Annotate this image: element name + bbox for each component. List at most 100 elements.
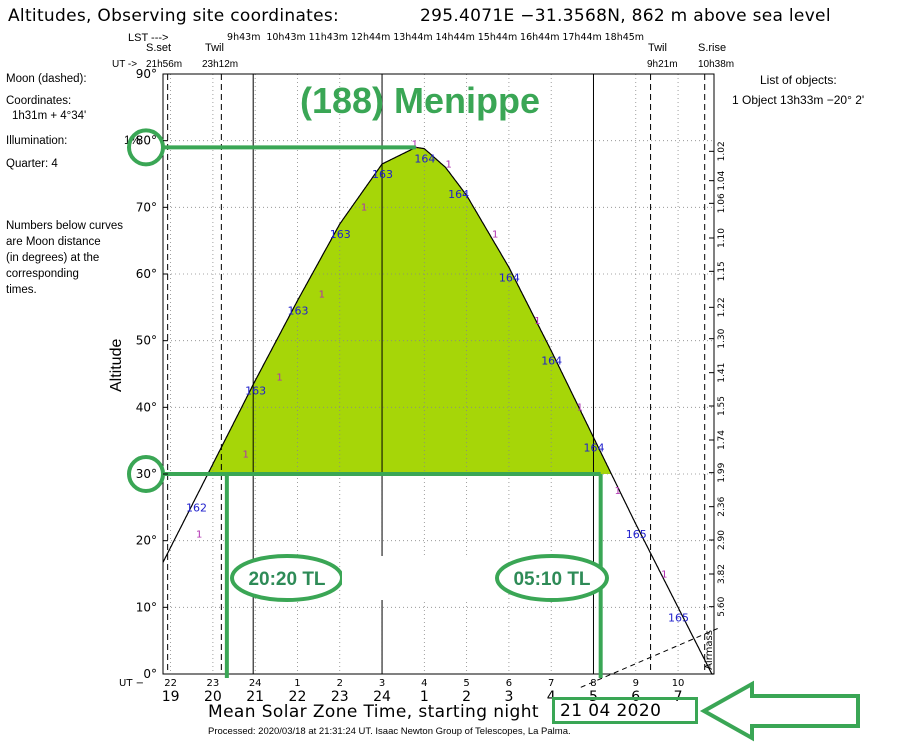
lst-tick-label: 10h43m: [266, 32, 305, 43]
airmass-tick-label: 1.06: [717, 193, 727, 213]
object-marker: 1: [319, 289, 325, 300]
airmass-tick-label: 1.22: [717, 297, 727, 317]
moon-heading: Moon (dashed):: [6, 73, 87, 85]
moon-distance-label: 163: [287, 305, 308, 318]
note-line: Numbers below curves: [6, 220, 123, 232]
plot-frame: [162, 73, 715, 675]
local-time-tick-label: 20: [204, 689, 222, 705]
airmass-tick-label: 2.90: [717, 530, 727, 550]
moon-distance-label: 164: [583, 441, 604, 454]
moon-coordinates-value: 1h31m + 4°34': [12, 110, 87, 122]
moon-distance-label: 164: [499, 271, 520, 284]
local-time-tick-label: 22: [289, 689, 307, 705]
sunrise-label: S.rise: [698, 42, 727, 54]
ut-tick-label: 23: [207, 678, 220, 689]
y-tick-label: 0°: [143, 667, 157, 681]
ut-tick-label: 1: [294, 678, 300, 689]
ut-tick-label: 8: [590, 678, 596, 689]
moon-distance-label: 164: [414, 153, 435, 166]
lst-tick-label: 15h44m: [478, 32, 517, 43]
note-line: (in degrees) at the: [6, 252, 100, 264]
airmass-tick-label: 1.10: [717, 228, 727, 248]
moon-distance-label: 163: [330, 228, 351, 241]
altitude-curve: [162, 146, 714, 675]
moon-info-panel: Moon (dashed): Coordinates: 1h31m + 4°34…: [6, 73, 156, 193]
airmass-tick-label: 2.36: [717, 496, 727, 516]
moon-distance-label: 165: [626, 528, 647, 541]
header-coordinates: 295.4071E −31.3568N, 862 m above sea lev…: [420, 6, 831, 26]
start-time-label: 20:20 TL: [248, 569, 325, 590]
y-tick-label: 10°: [136, 600, 157, 614]
note-line: are Moon distance: [6, 236, 101, 248]
object-marker: 1: [492, 229, 498, 240]
end-time-ellipse: [495, 554, 609, 602]
object-list-heading: List of objects:: [760, 73, 837, 87]
x-axis-label: Mean Solar Zone Time, starting night: [208, 702, 539, 722]
ut-tick-label: 6: [506, 678, 512, 689]
local-time-tick-label: 1: [420, 689, 429, 705]
ut-tick-label: 2: [337, 678, 343, 689]
moon-distance-label: 163: [245, 385, 266, 398]
moon-distance-label: 164: [541, 355, 562, 368]
airmass-tick-label: 5.60: [717, 596, 727, 616]
airmass-label: Airmass: [704, 630, 715, 670]
local-time-tick-label: 2: [462, 689, 471, 705]
ut-tick-label: 5: [463, 678, 469, 689]
lst-tick-label: 12h44m: [351, 32, 390, 43]
y-tick-label: 40°: [136, 400, 157, 414]
object-list-item: 1 Object 13h33m −20° 2': [732, 93, 865, 107]
airmass-tick-label: 1.99: [717, 462, 727, 482]
local-time-tick-label: 4: [547, 689, 556, 705]
ut-tick-label: 22: [164, 678, 177, 689]
object-marker: 1: [445, 159, 451, 170]
object-marker: 1: [361, 203, 367, 214]
airmass-tick-label: 1.74: [717, 430, 727, 450]
object-marker: 1: [615, 486, 621, 497]
object-list: List of objects: 1 Object 13h33m −20° 2': [718, 73, 898, 113]
sunset-time: 21h56m: [146, 59, 183, 70]
lst-tick-label: 11h43m: [309, 32, 348, 43]
local-time-tick-label: 24: [373, 689, 391, 705]
twilight-left-label: Twil: [205, 42, 224, 54]
lst-tick-label: 18h45m: [605, 32, 644, 43]
ut-tick-label: 24: [249, 678, 262, 689]
moon-distance-notes: Numbers below curves are Moon distance (…: [6, 220, 156, 310]
moon-coordinates-label: Coordinates:: [6, 95, 72, 107]
airmass-tick-label: 1.02: [717, 141, 727, 161]
object-marker: 1: [276, 373, 282, 384]
ut-axis-prefix: UT −: [119, 678, 144, 689]
airmass-tick-label: 1.55: [717, 396, 727, 416]
lst-label: LST --->: [128, 32, 169, 44]
lst-tick-label: 14h44m: [435, 32, 474, 43]
date-highlight-box: [552, 697, 698, 724]
sunrise-time: 10h38m: [698, 59, 735, 70]
night-date: 21 04 2020: [560, 701, 662, 721]
note-line: corresponding: [6, 268, 79, 280]
object-marker: 1: [534, 316, 540, 327]
twilight-right-time: 9h21m: [647, 59, 678, 70]
moon-distance-label: 162: [186, 501, 207, 514]
moon-illumination-label: Illumination:: [6, 135, 68, 147]
ut-tick-label: 7: [548, 678, 554, 689]
object-marker: 1: [577, 403, 583, 414]
y-tick-label: 20°: [136, 534, 157, 548]
twilight-right-label: Twil: [648, 42, 667, 54]
moon-distance-label: 163: [372, 168, 393, 181]
end-time-label: 05:10 TL: [513, 569, 590, 590]
y-tick-label: 50°: [136, 334, 157, 348]
ut-label: UT ->: [112, 59, 138, 70]
airmass-tick-label: 1.15: [717, 261, 727, 281]
lst-tick-label: 9h43m: [227, 32, 260, 43]
ut-tick-label: 10: [672, 678, 685, 689]
moon-distance-label: 164: [448, 188, 469, 201]
ut-tick-label: 9: [633, 678, 639, 689]
observable-area-fill: [208, 147, 612, 475]
airmass-tick-label: 1.04: [717, 170, 727, 190]
airmass-tick-label: 1.30: [717, 328, 727, 348]
local-time-tick-label: 21: [246, 689, 264, 705]
y-tick-label: 90°: [136, 67, 157, 81]
note-line: times.: [6, 284, 37, 296]
y-tick-label: 70°: [136, 200, 157, 214]
y-tick-label: 30°: [136, 467, 157, 481]
